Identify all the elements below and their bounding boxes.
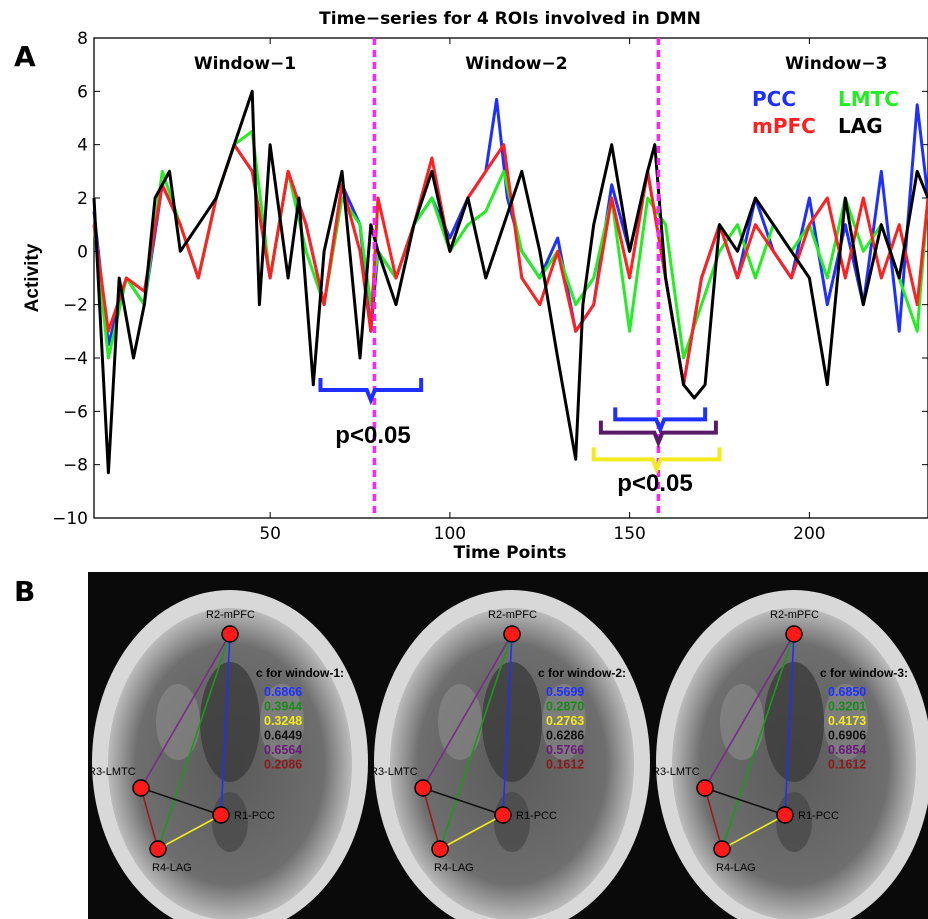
- window-correlation-title: c for window-3:: [820, 666, 908, 680]
- roi-node-lmtc: [133, 780, 149, 796]
- brain-ventricle: [482, 662, 542, 782]
- brain-network-panel: R2-mPFC R3-LMTC R1-PCC R4-LAG c for window-1…: [88, 572, 928, 919]
- correlation-value: 0.6906: [828, 729, 866, 743]
- roi-label-pcc: R1-PCC: [516, 810, 557, 822]
- legend-entry-mpfc: mPFC: [752, 114, 816, 138]
- correlation-value: 0.3944: [264, 700, 302, 714]
- correlation-value: 0.2763: [546, 714, 584, 728]
- significance-label: p<0.05: [335, 422, 410, 449]
- correlation-value: 0.3248: [264, 714, 302, 728]
- plot-frame: [94, 38, 928, 518]
- correlation-value: 0.6850: [828, 685, 866, 699]
- roi-label-mpfc: R2-mPFC: [488, 609, 537, 621]
- brain-panel-1: R2-mPFC R3-LMTC R1-PCC R4-LAG c for window-1…: [88, 572, 368, 919]
- roi-label-lag: R4-LAG: [716, 862, 756, 874]
- roi-node-pcc: [213, 807, 229, 823]
- window-label: Window−3: [785, 54, 887, 74]
- panel-b-label: B: [14, 575, 35, 608]
- legend-entry-lmtc: LMTC: [838, 87, 899, 111]
- legend-entry-lag: LAG: [838, 114, 883, 138]
- correlation-value: 0.6286: [546, 729, 584, 743]
- x-axis-label: Time Points: [454, 543, 567, 563]
- correlation-value: 0.6854: [828, 743, 866, 757]
- window-label: Window−2: [465, 54, 567, 74]
- x-tick-label: 100: [434, 524, 466, 544]
- correlation-value: 0.1612: [546, 758, 584, 772]
- y-tick-label: 4: [77, 136, 88, 156]
- roi-node-mpfc: [786, 626, 802, 642]
- brain-region: [720, 684, 764, 760]
- correlation-value: 0.2086: [264, 758, 302, 772]
- roi-node-lmtc: [697, 780, 713, 796]
- roi-node-mpfc: [222, 626, 238, 642]
- y-tick-label: −2: [63, 296, 88, 316]
- y-tick-label: −4: [63, 349, 88, 369]
- roi-node-lmtc: [415, 780, 431, 796]
- roi-node-lag: [714, 841, 730, 857]
- x-tick-label: 150: [613, 524, 645, 544]
- roi-label-lmtc: R3-LMTC: [370, 766, 418, 778]
- correlation-value: 0.6564: [264, 743, 302, 757]
- roi-label-mpfc: R2-mPFC: [206, 609, 255, 621]
- brain-region: [438, 684, 482, 760]
- correlation-value: 0.6449: [264, 729, 302, 743]
- y-tick-label: 6: [77, 82, 88, 102]
- brain-region: [156, 684, 200, 760]
- y-tick-label: −10: [52, 509, 88, 529]
- brain-ventricle: [200, 662, 260, 782]
- y-tick-label: −8: [63, 456, 88, 476]
- correlation-value: 0.6866: [264, 685, 302, 699]
- roi-label-mpfc: R2-mPFC: [770, 609, 819, 621]
- x-tick-label: 200: [793, 524, 825, 544]
- roi-label-pcc: R1-PCC: [234, 810, 275, 822]
- roi-label-lmtc: R3-LMTC: [88, 766, 136, 778]
- chart-title: Time−series for 4 ROIs involved in DMN: [319, 9, 701, 29]
- roi-node-mpfc: [504, 626, 520, 642]
- roi-label-pcc: R1-PCC: [798, 810, 839, 822]
- correlation-value: 0.3201: [828, 700, 866, 714]
- roi-node-pcc: [777, 807, 793, 823]
- brain-network-figure: R2-mPFC R3-LMTC R1-PCC R4-LAG c for window-1…: [88, 572, 928, 919]
- brain-ventricle: [764, 662, 824, 782]
- correlation-value: 0.2870: [546, 700, 584, 714]
- correlation-value: 0.1612: [828, 758, 866, 772]
- correlation-value: 0.5766: [546, 743, 584, 757]
- legend-entry-pcc: PCC: [752, 87, 796, 111]
- roi-node-lag: [432, 841, 448, 857]
- significance-label: p<0.05: [617, 470, 692, 497]
- y-tick-label: 8: [77, 29, 88, 49]
- correlation-value: 0.4173: [828, 714, 866, 728]
- roi-label-lag: R4-LAG: [152, 862, 192, 874]
- roi-node-pcc: [495, 807, 511, 823]
- window-correlation-title: c for window-2:: [538, 666, 626, 680]
- y-tick-label: 2: [77, 189, 88, 209]
- window-correlation-title: c for window-1:: [256, 666, 344, 680]
- roi-node-lag: [150, 841, 166, 857]
- time-series-chart: Time−series for 4 ROIs involved in DMN −1…: [0, 0, 928, 572]
- brain-panel-2: R2-mPFC R3-LMTC R1-PCC R4-LAG c for window-2…: [370, 572, 650, 919]
- brain-panel-3: R2-mPFC R3-LMTC R1-PCC R4-LAG c for window-3…: [652, 572, 928, 919]
- y-tick-label: −6: [63, 402, 88, 422]
- y-axis-label: Activity: [22, 243, 43, 312]
- roi-label-lmtc: R3-LMTC: [652, 766, 700, 778]
- correlation-value: 0.5699: [546, 685, 584, 699]
- y-tick-label: 0: [77, 242, 88, 262]
- window-label: Window−1: [194, 54, 296, 74]
- roi-label-lag: R4-LAG: [434, 862, 474, 874]
- x-tick-label: 50: [259, 524, 281, 544]
